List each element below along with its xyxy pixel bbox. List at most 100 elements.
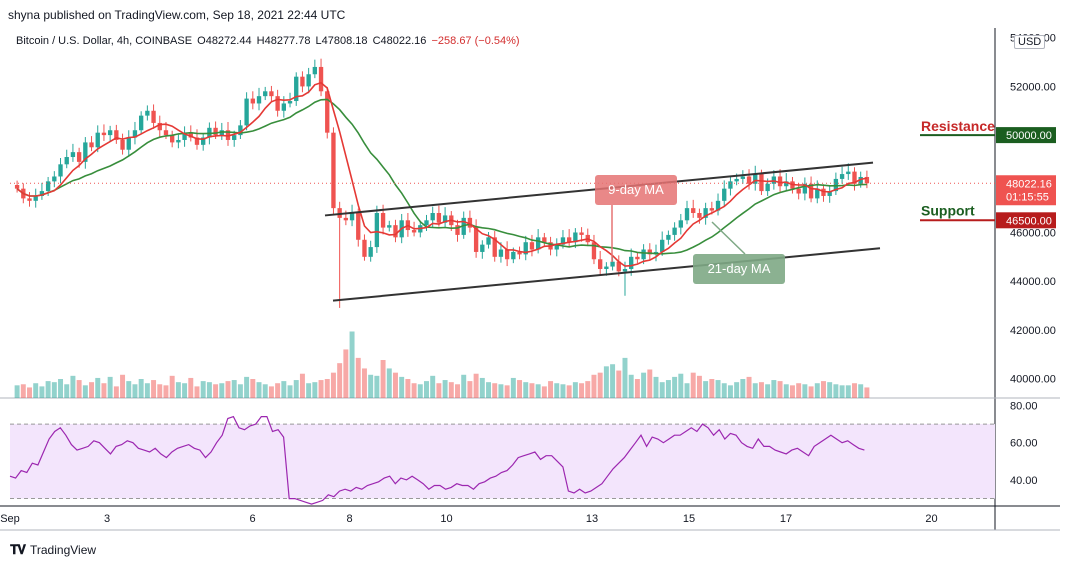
candle-body (294, 76, 299, 102)
candle-body (610, 261, 615, 267)
volume-bar (585, 381, 591, 398)
rsi-line (9, 415, 865, 505)
volume-bar (610, 364, 616, 398)
volume-bar (20, 384, 26, 398)
volume-bar (101, 383, 107, 398)
volume-bar (789, 385, 795, 398)
resistance-label: Resistance (921, 118, 995, 134)
candle-body (256, 96, 262, 104)
candle-body (864, 176, 870, 184)
lower-trendline (332, 247, 881, 302)
volume-bar (355, 357, 361, 398)
ohlc-change: −258.67 (−0.54%) (431, 35, 520, 47)
candle-body (641, 249, 646, 260)
volume-bar (76, 380, 82, 398)
volume-bar (405, 379, 411, 398)
price-tick-label: 40000.00 (1010, 374, 1056, 386)
volume-bar (808, 386, 814, 398)
candle-body (238, 125, 243, 136)
ma21-callout-label: 21-day MA (708, 261, 771, 276)
candle-body (287, 101, 293, 104)
volume-bar (33, 383, 39, 398)
candle-body (486, 237, 491, 245)
candle-body (343, 217, 349, 221)
volume-bar (157, 384, 163, 398)
volume-bar (486, 382, 492, 398)
volume-bar (330, 372, 336, 398)
time-tick-label: 10 (440, 513, 452, 525)
symbol-name[interactable]: Bitcoin / U.S. Dollar, 4h, COINBASE (16, 35, 193, 47)
time-tick-label: 13 (586, 513, 598, 525)
volume-bar (492, 383, 498, 398)
candle-body (170, 135, 175, 143)
candle-body (542, 237, 547, 243)
rsi-band (10, 424, 995, 499)
volume-bar (244, 376, 250, 398)
candle-body (691, 208, 696, 213)
ohlc-high: H48277.78 (256, 35, 311, 47)
candle-body (126, 137, 131, 150)
candle-body (746, 176, 752, 184)
candle-body (380, 213, 386, 228)
volume-bar (455, 384, 460, 398)
candle-body (157, 122, 162, 131)
candle-body (821, 188, 826, 196)
candle-body (182, 132, 187, 140)
candle-body (684, 208, 690, 221)
volume-bar (318, 380, 324, 398)
volume-bar (225, 381, 231, 398)
volume-bar (572, 382, 578, 398)
symbol-info: Bitcoin / U.S. Dollar, 4h, COINBASE O482… (16, 35, 522, 47)
volume-bar (820, 381, 826, 398)
volume-bar (299, 373, 305, 398)
candle-body (672, 227, 677, 235)
candle-body (64, 157, 69, 165)
volume-bar (219, 383, 225, 398)
volume-bar (814, 383, 820, 398)
volume-bar (82, 385, 88, 398)
ma21-callout-box (693, 254, 785, 284)
candle-body (138, 115, 144, 131)
candle-body (678, 220, 683, 228)
ma21-line (16, 98, 867, 255)
candle-body (808, 183, 814, 199)
candle-body (852, 171, 857, 184)
volume-bar (603, 366, 609, 398)
volume-bar (448, 382, 454, 398)
candle-body (356, 213, 361, 240)
current-price-text: 48022.16 (1006, 178, 1052, 190)
support-price-tag (996, 212, 1056, 229)
volume-bar (89, 382, 95, 398)
candle-body (715, 200, 721, 211)
candle-body (89, 142, 94, 148)
volume-bar (498, 384, 504, 398)
volume-bar (653, 376, 659, 398)
candle-body (802, 183, 808, 194)
candle-body (753, 174, 758, 184)
volume-bar (417, 384, 423, 398)
volume-bar (237, 384, 243, 398)
candle-body (163, 130, 169, 136)
ma9-callout-label: 9-day MA (608, 182, 664, 197)
candle-body (95, 132, 100, 148)
volume-bar (169, 375, 175, 398)
volume-bar (281, 381, 287, 398)
volume-bar (560, 384, 566, 398)
tradingview-footer[interactable]: 𝐓𝐕 TradingView (10, 542, 96, 558)
volume-bar (517, 380, 523, 398)
candle-body (591, 242, 597, 260)
countdown-text: 01:15:55 (1006, 191, 1049, 203)
volume-bar (752, 383, 758, 398)
currency-label[interactable]: USD (1014, 35, 1046, 49)
volume-bar (194, 386, 200, 398)
volume-bar (138, 379, 144, 398)
volume-bar (579, 383, 585, 398)
volume-bar (175, 382, 181, 398)
candle-body (529, 242, 535, 250)
candle-body (635, 256, 640, 260)
volume-bar (293, 380, 299, 398)
volume-bar (746, 376, 752, 398)
candle-body (107, 130, 113, 136)
candle-body (839, 174, 845, 179)
